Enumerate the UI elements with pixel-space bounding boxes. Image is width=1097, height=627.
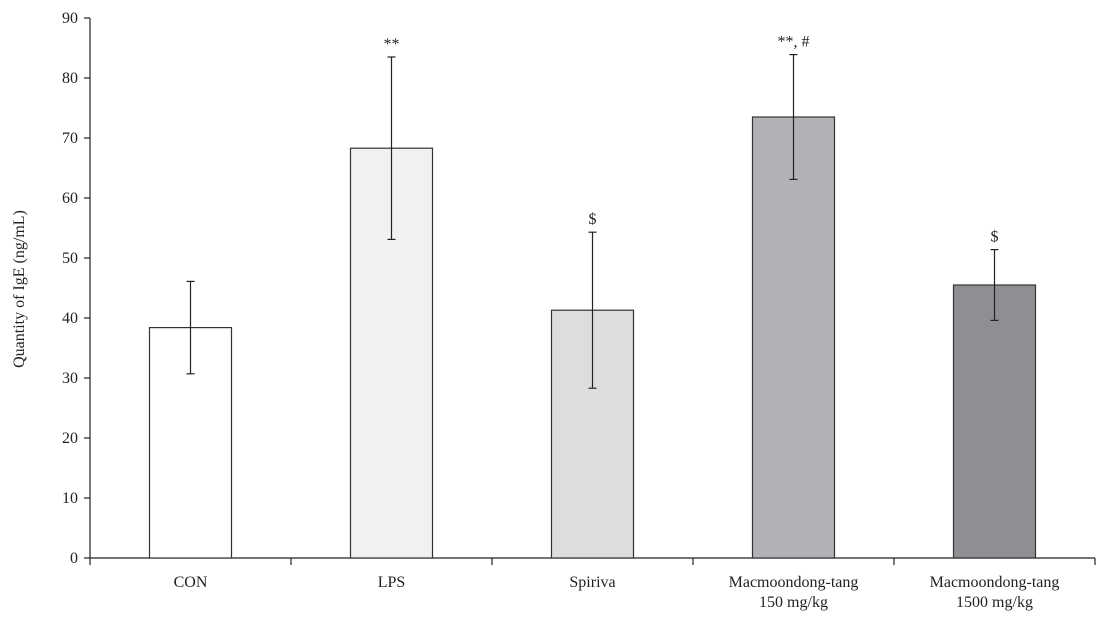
y-tick-label: 50 xyxy=(62,250,78,267)
y-tick-label: 40 xyxy=(62,310,78,327)
x-category-label: Macmoondong-tang xyxy=(729,574,859,591)
significance-label: **, # xyxy=(778,34,810,51)
significance-label: ** xyxy=(384,36,400,53)
bars xyxy=(148,116,1037,559)
significance-label: $ xyxy=(589,211,597,228)
y-tick-label: 80 xyxy=(62,70,78,87)
x-category-label: 150 mg/kg xyxy=(759,594,828,611)
x-axis: CON LPS Spiriva Macmoondong-tang 150 mg/kg Ma… xyxy=(89,557,1096,611)
y-tick-label: 30 xyxy=(62,370,78,387)
x-category-label: 1500 mg/kg xyxy=(956,594,1033,611)
error-bars xyxy=(186,53,999,389)
y-axis-title: Quantity of IgE (ng/mL) xyxy=(11,210,28,368)
y-tick-label: 10 xyxy=(62,490,78,507)
bar xyxy=(751,116,836,559)
significance-label: $ xyxy=(991,229,999,246)
x-category-label: CON xyxy=(174,574,208,591)
x-category-label: LPS xyxy=(378,574,406,591)
x-category-label: Spiriva xyxy=(569,574,615,591)
y-tick-label: 90 xyxy=(62,10,78,27)
y-tick-label: 20 xyxy=(62,430,78,447)
y-tick-label: 60 xyxy=(62,190,78,207)
bar xyxy=(952,284,1037,559)
y-axis: 0 10 20 30 40 50 60 70 80 90 xyxy=(62,10,91,567)
y-tick-label: 70 xyxy=(62,130,78,147)
significance-annotations: ** $ **, # $ xyxy=(384,34,999,246)
y-tick-label: 0 xyxy=(70,550,78,567)
x-category-label: Macmoondong-tang xyxy=(930,574,1060,591)
